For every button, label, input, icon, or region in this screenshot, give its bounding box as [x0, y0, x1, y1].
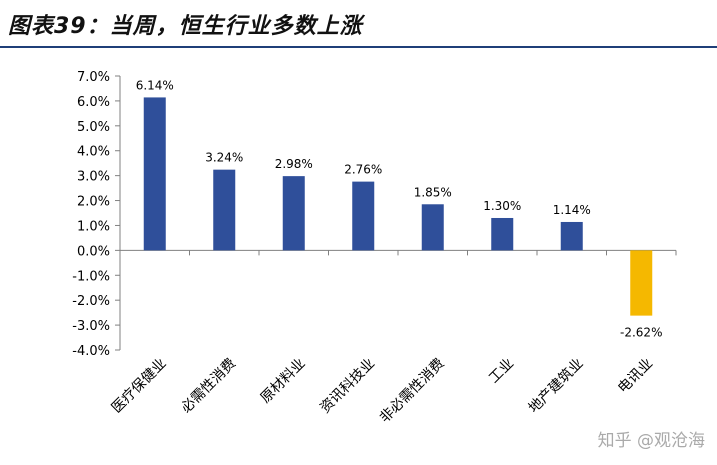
data-label: 1.30%	[483, 199, 521, 213]
chart-title: 图表39：当周，恒生行业多数上涨	[8, 14, 363, 39]
y-tick-label: -3.0%	[72, 319, 110, 334]
watermark: 知乎 @观沧海	[597, 431, 705, 451]
y-tick-label: 5.0%	[77, 120, 110, 135]
y-tick-label: 4.0%	[77, 145, 110, 160]
y-tick-label: -2.0%	[72, 294, 110, 309]
category-label: 必需性消费	[178, 356, 239, 417]
y-tick-label: -1.0%	[72, 269, 110, 284]
y-tick-label: 2.0%	[77, 195, 110, 210]
bar	[421, 204, 444, 251]
bar	[630, 250, 653, 316]
title-divider	[0, 46, 717, 48]
data-label: 1.85%	[414, 185, 452, 199]
y-tick-label: -4.0%	[72, 344, 110, 359]
data-label: 2.98%	[275, 157, 313, 171]
data-label: 2.76%	[344, 163, 382, 177]
category-label: 非必需性消费	[377, 356, 448, 427]
data-label: 3.24%	[205, 151, 243, 165]
bar	[143, 97, 166, 251]
bar	[560, 221, 583, 251]
bar	[352, 181, 375, 251]
y-tick-label: 1.0%	[77, 219, 110, 234]
data-label: 1.14%	[553, 203, 591, 217]
bar	[282, 176, 305, 251]
category-label: 医疗保健业	[109, 356, 170, 417]
data-label: 6.14%	[136, 78, 174, 92]
y-tick-label: 6.0%	[77, 95, 110, 110]
category-label: 原材料业	[258, 356, 309, 407]
category-label: 电讯业	[615, 356, 656, 397]
y-tick-label: 0.0%	[77, 244, 110, 259]
data-label: -2.62%	[620, 326, 662, 340]
category-label: 资讯科技业	[317, 356, 378, 417]
bar	[213, 169, 236, 251]
y-tick-label: 3.0%	[77, 170, 110, 185]
category-label: 工业	[486, 356, 517, 387]
bar	[491, 217, 514, 251]
y-tick-label: 7.0%	[77, 70, 110, 85]
category-label: 地产建筑业	[526, 356, 587, 417]
